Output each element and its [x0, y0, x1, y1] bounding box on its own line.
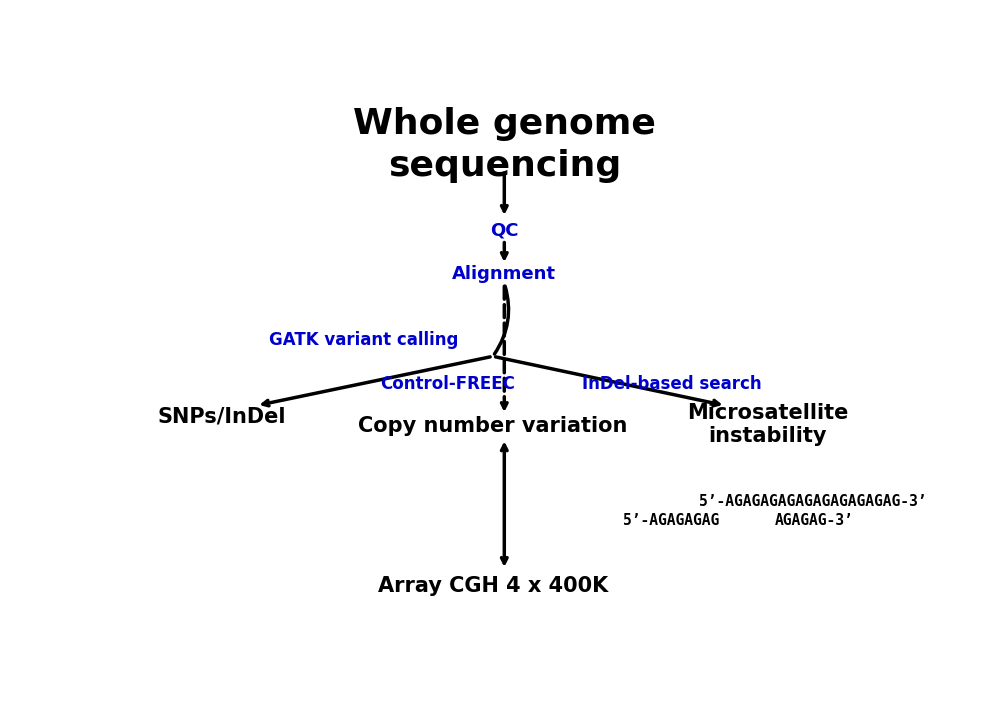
Text: Microsatellite
instability: Microsatellite instability [687, 403, 848, 447]
Text: Alignment: Alignment [453, 265, 556, 283]
Text: 5’-AGAGAGAG: 5’-AGAGAGAG [623, 513, 718, 528]
Text: SNPs/InDel: SNPs/InDel [157, 407, 286, 427]
Text: InDel-based search: InDel-based search [583, 375, 762, 392]
Text: Array CGH 4 x 400K: Array CGH 4 x 400K [378, 576, 608, 597]
Text: QC: QC [490, 221, 519, 240]
Text: 5’-AGAGAGAGAGAGAGAGAGAG-3’: 5’-AGAGAGAGAGAGAGAGAGAG-3’ [699, 494, 926, 509]
Text: Control-FREEC: Control-FREEC [380, 375, 515, 392]
Text: GATK variant calling: GATK variant calling [269, 331, 458, 349]
Text: AGAGAG-3’: AGAGAG-3’ [775, 513, 854, 528]
Text: Whole genome
sequencing: Whole genome sequencing [353, 107, 655, 183]
Text: Copy number variation: Copy number variation [358, 416, 628, 436]
